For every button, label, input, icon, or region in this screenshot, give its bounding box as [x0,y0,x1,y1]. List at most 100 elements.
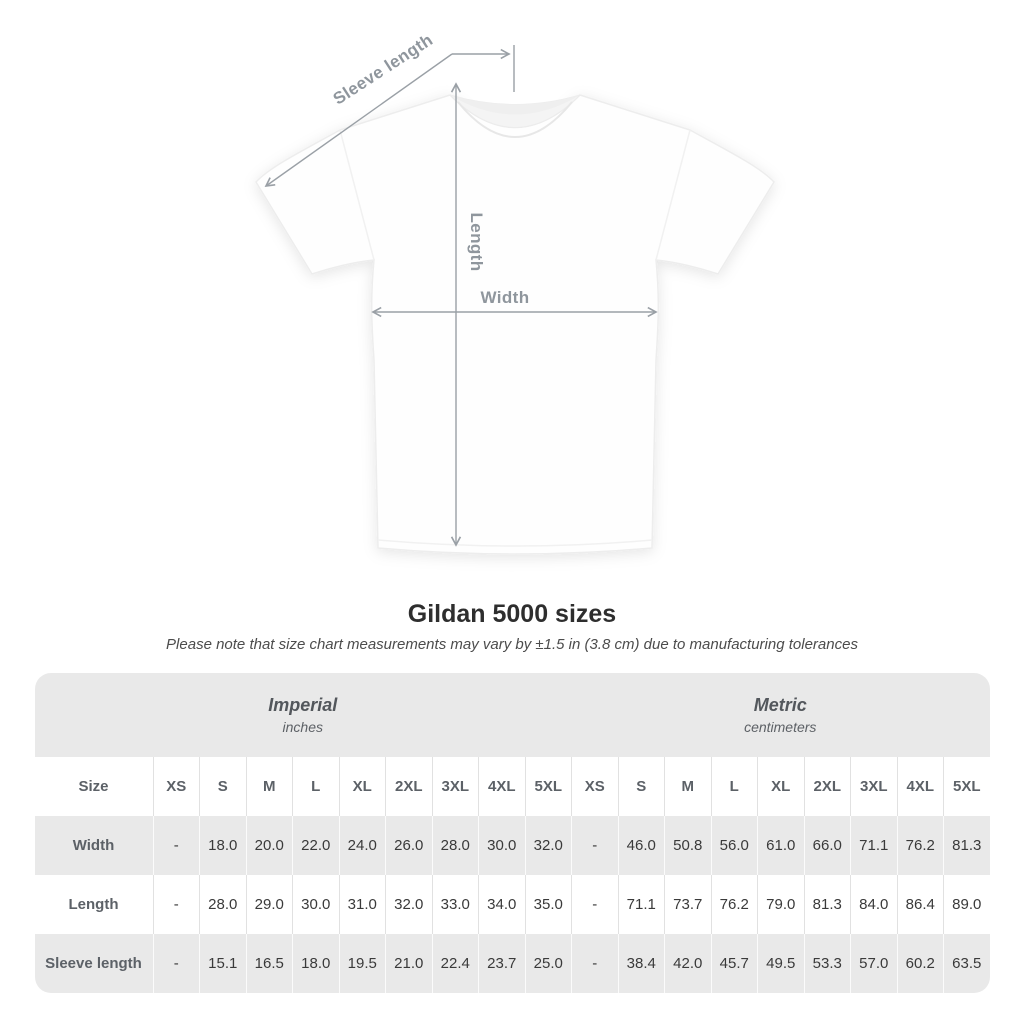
value-metric: 76.2 [710,875,758,934]
value-metric: 79.0 [757,875,804,934]
table-row: Sleeve length -15.1 16.5 18.0 19.5 21.0 22.4 23… [34,934,990,993]
value-imperial: 28.0 [199,875,246,934]
value-metric: 45.7 [710,934,758,993]
tshirt-measurement-diagram: Sleeve length Length Width [255,30,775,555]
size-col-metric: 3XL [850,757,897,816]
value-imperial: 16.5 [245,934,293,993]
value-metric: - [571,816,618,875]
imperial-header: Imperial inches [35,673,572,757]
value-imperial: 33.0 [431,875,479,934]
value-imperial: 20.0 [245,816,293,875]
row-label: Length [68,896,119,913]
value-imperial: 29.0 [245,875,293,934]
value-imperial: 22.4 [431,934,479,993]
value-metric: 84.0 [850,875,897,934]
unit-header-band: Imperial inches Metric centimeters [34,673,990,757]
value-imperial: 19.5 [338,934,386,993]
value-metric: 56.0 [710,816,758,875]
size-col-imperial: M [245,757,293,816]
value-imperial: 28.0 [431,816,479,875]
size-col-metric: XS [571,757,618,816]
sleeve-length-label: Sleeve length [330,30,437,108]
value-metric: 76.2 [896,816,944,875]
metric-header: Metric centimeters [571,673,990,757]
value-imperial: - [152,934,200,993]
page-title: Gildan 5000 sizes [407,600,617,628]
imperial-name: Imperial [268,695,338,715]
value-imperial: 31.0 [338,875,386,934]
width-label: Width [480,288,529,307]
value-metric: 60.2 [896,934,944,993]
sleeve-length-diagonal-arrow [264,53,453,187]
value-imperial: 26.0 [385,816,432,875]
size-col-metric: 4XL [896,757,944,816]
value-metric: 42.0 [664,934,711,993]
value-imperial: 25.0 [524,934,572,993]
table-row: Width -18.0 20.0 22.0 24.0 26.0 28.0 30.0 32.0-4… [34,816,990,875]
size-col-metric: L [710,757,758,816]
value-imperial: 22.0 [292,816,339,875]
size-col-metric: 2XL [803,757,851,816]
tshirt-seams [339,129,691,547]
size-header-cell: Size [78,778,109,795]
value-imperial: 32.0 [385,875,432,934]
value-imperial: 21.0 [385,934,432,993]
metric-name: Metric [753,695,807,715]
value-imperial: 18.0 [199,816,246,875]
size-col-metric: 5XL [943,757,990,816]
value-metric: 86.4 [896,875,944,934]
tshirt-graphic: Sleeve length Length Width [255,30,775,555]
imperial-unit: inches [282,719,323,735]
size-col-imperial: 5XL [524,757,572,816]
value-metric: - [571,875,618,934]
value-imperial: 30.0 [292,875,339,934]
metric-unit: centimeters [744,719,817,735]
table-body: Size XS S M L XL 2XL 3XL 4XL 5XL XS S M L XL 2XL 3XL 4XL 5… [34,757,990,993]
value-imperial: - [152,875,200,934]
size-col-imperial: XS [152,757,200,816]
size-col-imperial: XL [338,757,386,816]
size-col-imperial: 4XL [478,757,525,816]
value-imperial: - [152,816,200,875]
size-col-imperial: L [292,757,339,816]
value-imperial: 15.1 [199,934,246,993]
value-metric: 73.7 [664,875,711,934]
value-metric: 46.0 [617,816,665,875]
value-imperial: 34.0 [478,875,525,934]
value-metric: 71.1 [617,875,665,934]
size-col-metric: M [664,757,711,816]
size-col-metric: S [617,757,665,816]
value-metric: 63.5 [943,934,990,993]
value-metric: 81.3 [803,875,851,934]
table-row: Length -28.0 29.0 30.0 31.0 32.0 33.0 34.0 35.0-… [34,875,990,934]
value-metric: 57.0 [850,934,897,993]
tshirt-collar [449,94,581,138]
value-imperial: 23.7 [478,934,525,993]
value-metric: 66.0 [803,816,851,875]
value-metric: - [571,934,618,993]
value-imperial: 18.0 [292,934,339,993]
value-metric: 38.4 [617,934,665,993]
size-table: Imperial inches Metric centimeters Size X… [34,673,990,993]
value-metric: 81.3 [943,816,990,875]
value-metric: 50.8 [664,816,711,875]
value-imperial: 30.0 [478,816,525,875]
value-imperial: 32.0 [524,816,572,875]
value-metric: 49.5 [757,934,804,993]
size-col-imperial: 2XL [385,757,432,816]
value-metric: 61.0 [757,816,804,875]
value-imperial: 24.0 [338,816,386,875]
row-label: Width [72,837,115,854]
size-header-row: Size XS S M L XL 2XL 3XL 4XL 5XL XS S M L XL 2XL 3XL 4XL 5… [34,757,990,816]
size-col-metric: XL [757,757,804,816]
value-metric: 53.3 [803,934,851,993]
tolerance-note: Please note that size chart measurements… [166,636,858,653]
row-label: Sleeve length [45,955,142,972]
value-metric: 89.0 [943,875,990,934]
length-label: Length [467,212,486,271]
size-col-imperial: 3XL [431,757,479,816]
value-imperial: 35.0 [524,875,572,934]
value-metric: 71.1 [850,816,897,875]
size-col-imperial: S [199,757,246,816]
tshirt-body [255,94,775,555]
